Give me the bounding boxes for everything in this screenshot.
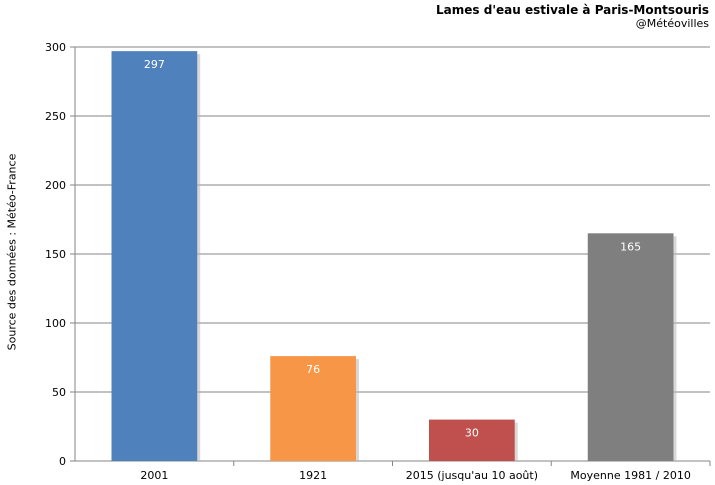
y-tick-label: 100 (45, 317, 66, 330)
data-label: 30 (465, 427, 479, 440)
chart-subtitle: @Météovilles (635, 17, 709, 30)
bar (111, 51, 198, 461)
x-tick-label: 2001 (140, 469, 168, 482)
x-tick-label: 2015 (jusqu'au 10 août) (406, 469, 538, 482)
y-tick-label: 0 (59, 455, 66, 468)
y-tick-label: 300 (45, 41, 66, 54)
y-tick-label: 200 (45, 179, 66, 192)
x-tick-label: 1921 (299, 469, 327, 482)
y-tick-label: 150 (45, 248, 66, 261)
bar (587, 233, 674, 461)
data-label: 297 (144, 58, 165, 71)
chart-title: Lames d'eau estivale à Paris-Montsouris (436, 3, 709, 17)
data-label: 165 (620, 240, 641, 253)
bar (270, 356, 356, 461)
data-label: 76 (306, 363, 320, 376)
y-tick-label: 50 (52, 386, 66, 399)
x-tick-label: Moyenne 1981 / 2010 (570, 469, 690, 482)
bar (429, 419, 515, 461)
y-tick-label: 250 (45, 110, 66, 123)
